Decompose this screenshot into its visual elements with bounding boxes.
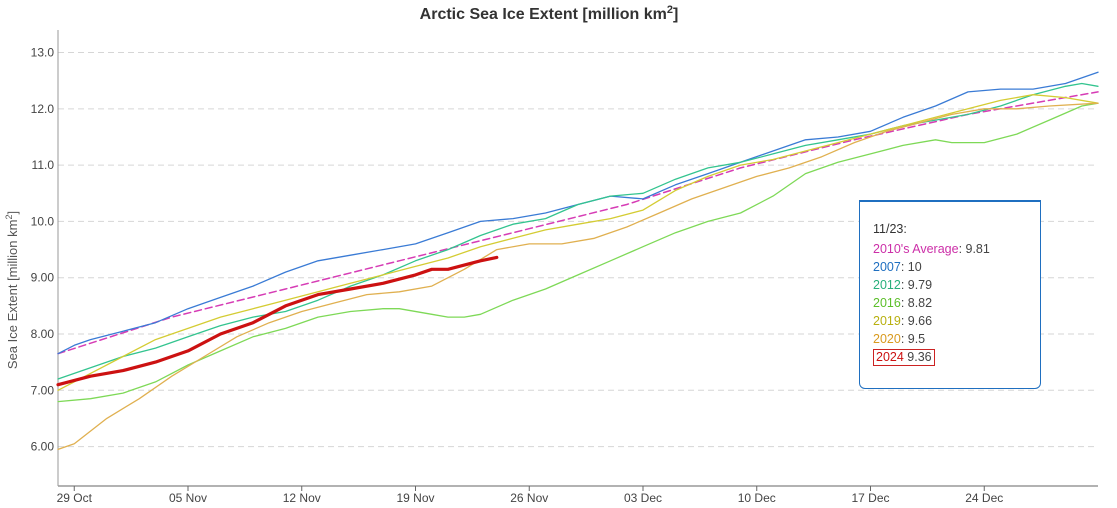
x-axis-ticks: 29 Oct 05 Nov 12 Nov 19 Nov 26 Nov 03 Dec 10 D… <box>57 486 1003 505</box>
x-tick-label: 03 Dec <box>624 491 662 505</box>
y-tick-label: 13.0 <box>31 46 55 60</box>
tooltip-row: 2019: 9.66 <box>873 312 1040 330</box>
tooltip-series-name: 2019 <box>873 314 901 328</box>
series-line-2019 <box>57 94 1099 391</box>
tooltip-row: 2012: 9.79 <box>873 276 1040 294</box>
grid-lines <box>58 52 1098 448</box>
tooltip-series-value: 9.36 <box>903 350 932 364</box>
x-tick-label: 19 Nov <box>396 491 434 505</box>
series-line-2007 <box>57 71 1099 355</box>
y-tick-label: 6.00 <box>31 440 55 454</box>
x-tick-label: 26 Nov <box>510 491 548 505</box>
x-tick-label: 10 Dec <box>738 491 776 505</box>
y-tick-label: 9.00 <box>31 271 55 285</box>
series-lines <box>56 71 1099 451</box>
tooltip-series-value: : 8.82 <box>900 296 933 310</box>
tooltip-row: 2024 9.36 <box>873 348 1040 366</box>
tooltip-series-value: : 9.79 <box>900 278 933 292</box>
y-tick-label: 7.00 <box>31 383 55 397</box>
tooltip-series-value: : 9.5 <box>900 332 926 346</box>
tooltip: 11/23: 2010's Average: 9.81 2007: 10 2012:… <box>859 200 1041 389</box>
tooltip-row: 2020: 9.5 <box>873 330 1040 348</box>
tooltip-date: 11/23: <box>873 222 907 236</box>
tooltip-series-name: 2007 <box>873 260 901 274</box>
series-line-2020 <box>57 102 1099 451</box>
series-line-2012 <box>57 82 1099 380</box>
tooltip-series-name: 2024 <box>876 350 904 364</box>
series-line-2024 <box>56 255 499 387</box>
tooltip-series-name: 2016 <box>873 296 901 310</box>
y-axis-ticks: 6.00 7.00 8.00 9.00 10.0 11.0 12.0 13.0 <box>31 46 55 454</box>
y-tick-label: 11.0 <box>32 158 55 172</box>
x-tick-label: 24 Dec <box>965 491 1003 505</box>
x-tick-label: 05 Nov <box>169 491 207 505</box>
x-tick-label: 29 Oct <box>57 491 93 505</box>
tooltip-row: 2007: 10 <box>873 258 1040 276</box>
y-tick-label: 12.0 <box>31 102 55 116</box>
x-tick-label: 12 Nov <box>283 491 321 505</box>
tooltip-series-value: : 10 <box>900 260 922 274</box>
series-line-2016 <box>57 102 1099 403</box>
tooltip-series-value: : 9.66 <box>900 314 933 328</box>
y-tick-label: 8.00 <box>31 327 55 341</box>
chart-title: Arctic Sea Ice Extent [million km2] <box>420 4 679 23</box>
tooltip-series-name: 2012 <box>873 278 901 292</box>
series-line-2010-s-average <box>57 91 1099 355</box>
tooltip-series-value: : 9.81 <box>958 242 990 256</box>
tooltip-row: 2010's Average: 9.81 <box>873 240 1040 258</box>
x-tick-label: 17 Dec <box>851 491 889 505</box>
y-axis-label: Sea Ice Extent [million km2] <box>4 211 20 369</box>
tooltip-series-name: 2010's Average <box>873 242 959 256</box>
tooltip-series-name: 2020 <box>873 332 901 346</box>
tooltip-row: 2016: 8.82 <box>873 294 1040 312</box>
y-tick-label: 10.0 <box>31 214 55 228</box>
